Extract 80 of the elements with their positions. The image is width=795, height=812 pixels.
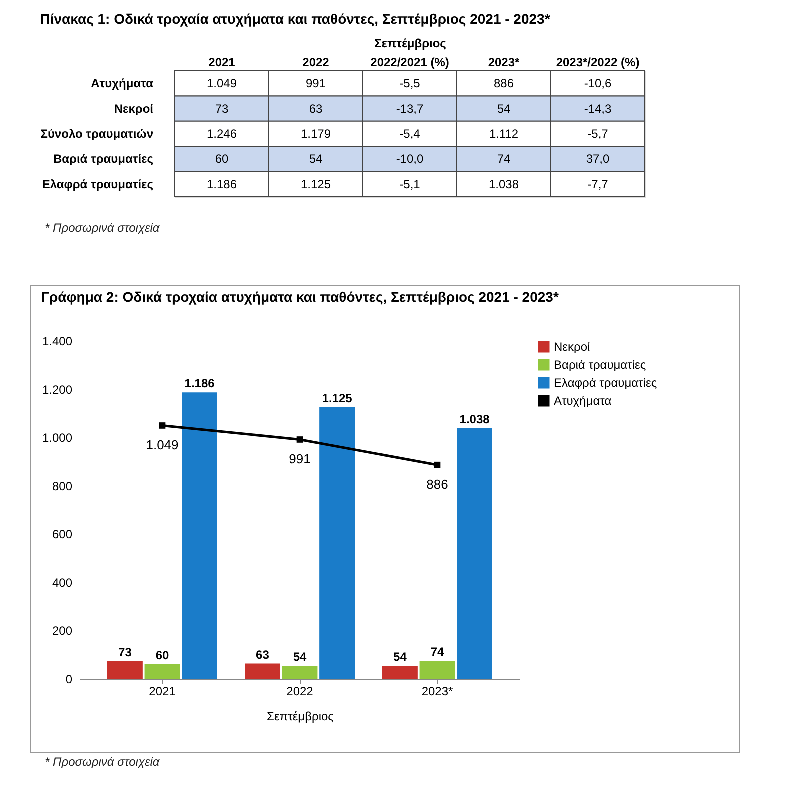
text: Πίνακας 1: Οδικά τροχαία ατυχήματα και παθόντες, Σεπτέμβριος 2021 - 2023* [40, 11, 551, 27]
text: 1.125 [300, 177, 332, 192]
y-tick-label: 200 [52, 624, 73, 638]
text: 1.179 [300, 127, 332, 141]
data-label: 74 [430, 645, 444, 660]
bar [320, 407, 355, 679]
x-tick-label: 2022 [286, 684, 314, 698]
point [159, 422, 166, 429]
data-label: 1.038 [460, 412, 490, 426]
text: 1.049 [206, 76, 238, 91]
bar [108, 661, 143, 679]
legend-label: Ατυχήματα [554, 394, 612, 408]
text: -13,7 [396, 102, 424, 116]
legend-label: Ελαφρά τραυματίες [554, 376, 658, 390]
legend-label: Νεκροί [554, 340, 591, 354]
category-label: Ελαφρά τραυματίες [42, 177, 154, 192]
x-tick-label: 2021 [149, 684, 176, 698]
text: 73 [215, 102, 229, 116]
point [434, 462, 441, 468]
text: -5,1 [400, 177, 420, 192]
category-label: Σύνολο τραυματιών [40, 127, 154, 141]
text: * Προσωρινά στοιχεία [45, 221, 161, 235]
category-label: 2022/2021 (%) [370, 56, 450, 70]
text: -10,6 [584, 76, 612, 91]
data-label: 54 [394, 650, 408, 664]
category-label: 2023*/2022 (%) [556, 56, 640, 70]
y-tick-label: 1.000 [42, 431, 73, 446]
text: 1.038 [488, 177, 520, 192]
category-label: Νεκροί [114, 102, 154, 116]
text: 63 [309, 102, 323, 116]
text: 1.186 [206, 177, 238, 192]
text: 54 [497, 102, 511, 116]
bar [457, 428, 492, 679]
y-tick-label: 800 [52, 479, 73, 494]
data-label: 54 [293, 650, 307, 664]
y-tick-label: 400 [52, 576, 73, 590]
bar [182, 392, 218, 679]
data-label: 60 [156, 648, 170, 663]
text: -5,4 [400, 127, 420, 141]
text: -14,3 [584, 102, 612, 116]
text: -5,5 [400, 76, 420, 91]
text: Σεπτέμβριος [374, 36, 446, 50]
y-tick-label: 0 [66, 672, 73, 686]
category-label: Βαριά τραυματίες [54, 152, 154, 166]
bar [144, 664, 180, 679]
text: -5,7 [588, 127, 608, 141]
text: 37,0 [586, 152, 610, 166]
x-tick-label: 2023* [422, 684, 454, 698]
bar [245, 664, 280, 679]
text: 54 [309, 152, 323, 166]
bar [420, 661, 456, 679]
y-tick-label: 1.400 [42, 334, 73, 348]
category-label: 2023* [488, 56, 520, 70]
text: 1.246 [206, 127, 238, 141]
text: 60 [215, 152, 229, 166]
point [296, 436, 304, 443]
x-axis-title: Σεπτέμβριος [267, 710, 334, 724]
text: 1.112 [489, 127, 519, 141]
category-label: 2021 [208, 56, 236, 70]
data-label: 1.186 [184, 376, 216, 391]
data-label: 886 [426, 477, 448, 492]
legend-label: Βαριά τραυματίες [554, 358, 646, 372]
text: 886 [494, 76, 514, 91]
chart-title: Γράφημα 2: Οδικά τροχαία ατυχήματα και παθόντες, Σεπτέμβριος 2021 - 2023* [41, 289, 560, 305]
data-label: 1.125 [322, 391, 353, 406]
bar [382, 666, 418, 679]
y-tick-label: 1.200 [42, 382, 73, 397]
text: 991 [306, 76, 326, 91]
text: 74 [497, 152, 511, 166]
text: * Προσωρινά στοιχεία [45, 755, 161, 769]
data-label: 63 [256, 648, 270, 662]
bar [282, 666, 318, 679]
category-label: 2022 [302, 56, 330, 70]
y-tick-label: 600 [52, 528, 73, 542]
category-label: Ατυχήματα [91, 76, 154, 91]
data-label: 1.049 [146, 438, 179, 453]
data-label: 991 [289, 452, 311, 467]
text: -7,7 [588, 177, 608, 192]
data-label: 73 [118, 645, 132, 660]
text: -10,0 [396, 152, 424, 166]
